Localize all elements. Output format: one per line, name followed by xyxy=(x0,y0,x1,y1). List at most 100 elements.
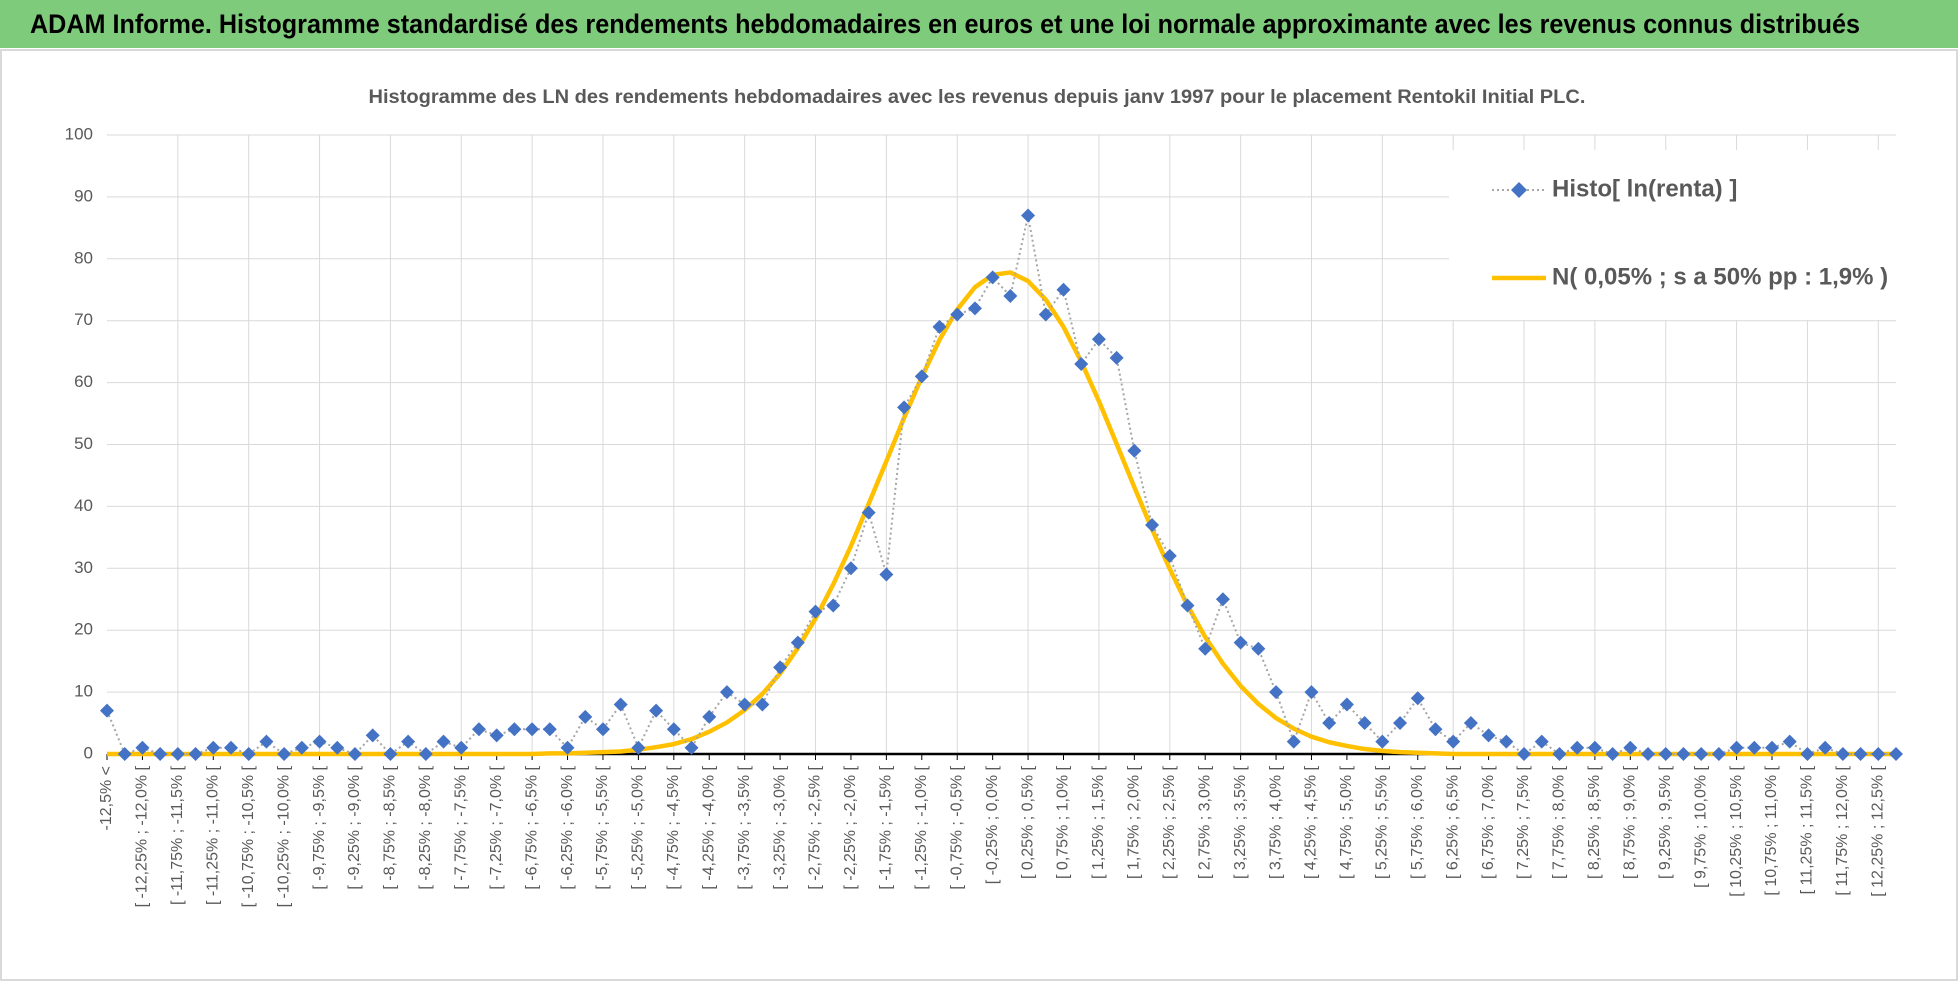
point xyxy=(1269,685,1284,700)
x-tick-label: [ 9,75% ; 10,0% [ xyxy=(1692,765,1709,887)
point xyxy=(1304,685,1319,700)
x-tick-label: [ 2,75% ; 3,0% [ xyxy=(1196,765,1213,879)
point xyxy=(542,722,557,737)
point xyxy=(1091,332,1106,347)
point xyxy=(932,319,947,334)
point xyxy=(1339,697,1354,712)
point xyxy=(135,740,150,755)
point xyxy=(507,722,522,737)
x-tick-label: [ -0,75% ; -0,5% [ xyxy=(948,765,965,889)
point xyxy=(1233,635,1248,650)
x-tick-label: [ -10,75% ; -10,5% [ xyxy=(240,765,257,907)
x-tick-label: [ 1,25% ; 1,5% [ xyxy=(1090,765,1107,879)
point xyxy=(1180,598,1195,613)
point xyxy=(347,747,362,761)
y-tick-label: 50 xyxy=(74,434,93,453)
point xyxy=(826,598,841,613)
point xyxy=(790,635,805,650)
point xyxy=(471,722,486,737)
legend-label: Histo[ ln(renta) ] xyxy=(1552,175,1737,202)
point xyxy=(259,734,274,749)
y-tick-label: 30 xyxy=(74,558,93,577)
point xyxy=(1747,740,1762,755)
x-tick-label: [ -7,75% ; -7,5% [ xyxy=(452,765,469,889)
x-tick-label: [ 0,75% ; 1,0% [ xyxy=(1055,765,1072,879)
x-tick-label: [ -12,25% ; -12,0% [ xyxy=(134,765,151,907)
point xyxy=(1322,716,1337,731)
point xyxy=(1127,443,1142,458)
y-tick-label: 40 xyxy=(74,496,93,515)
point xyxy=(595,722,610,737)
point xyxy=(170,747,185,761)
point xyxy=(1499,734,1514,749)
x-tick-label: [ -4,75% ; -4,5% [ xyxy=(665,765,682,889)
x-tick-label: [ 7,25% ; 7,5% [ xyxy=(1515,765,1532,879)
point xyxy=(1570,740,1585,755)
point xyxy=(1038,307,1053,322)
point xyxy=(365,728,380,743)
y-tick-label: 100 xyxy=(65,124,93,143)
x-tick-label: [ -11,25% ; -11,0% [ xyxy=(204,765,221,905)
point xyxy=(1021,208,1036,223)
y-tick-label: 70 xyxy=(74,310,93,329)
point xyxy=(1375,734,1390,749)
point xyxy=(454,740,469,755)
point xyxy=(1162,548,1177,563)
y-tick-label: 10 xyxy=(74,682,93,701)
point xyxy=(578,709,593,724)
point xyxy=(153,747,168,761)
point xyxy=(1658,747,1673,761)
point xyxy=(1641,747,1656,761)
point xyxy=(631,740,646,755)
x-tick-label: [ 4,25% ; 4,5% [ xyxy=(1303,765,1320,879)
point xyxy=(1552,747,1567,761)
x-tick-label: [ 5,75% ; 6,0% [ xyxy=(1409,765,1426,879)
point xyxy=(330,740,345,755)
point xyxy=(436,734,451,749)
point xyxy=(1676,747,1691,761)
point xyxy=(1251,641,1266,656)
point xyxy=(1198,641,1213,656)
point xyxy=(861,505,876,520)
point xyxy=(1800,747,1815,761)
point xyxy=(223,740,238,755)
point xyxy=(383,747,398,761)
header-bar xyxy=(0,0,1958,48)
x-tick-label: [ -6,25% ; -6,0% [ xyxy=(559,765,576,889)
point xyxy=(1889,747,1903,761)
point xyxy=(1463,716,1478,731)
x-tick-label: [ -3,75% ; -3,5% [ xyxy=(736,765,753,889)
x-tick-label: [ 9,25% ; 9,5% [ xyxy=(1657,765,1674,879)
x-tick-label: [ 2,25% ; 2,5% [ xyxy=(1161,765,1178,879)
x-tick-label: [ -1,25% ; -1,0% [ xyxy=(913,765,930,889)
point xyxy=(1074,357,1089,372)
point xyxy=(719,685,734,700)
point xyxy=(1481,728,1496,743)
x-tick-label: [ -8,75% ; -8,5% [ xyxy=(382,765,399,889)
point xyxy=(206,740,221,755)
point xyxy=(1410,691,1425,706)
legend-label: N( 0,05% ; s a 50% pp : 1,9% ) xyxy=(1552,263,1888,290)
x-tick-label: [ 11,75% ; 12,0% [ xyxy=(1834,765,1851,895)
point xyxy=(1357,716,1372,731)
point xyxy=(1729,740,1744,755)
y-tick-label: 90 xyxy=(74,186,93,205)
page-header: ADAM Informe. Histogramme standardisé de… xyxy=(30,9,1860,39)
y-tick-label: 80 xyxy=(74,248,93,267)
x-tick-label: [ 1,75% ; 2,0% [ xyxy=(1126,765,1143,879)
point xyxy=(401,734,416,749)
y-tick-label: 0 xyxy=(84,743,93,762)
y-tick-label: 60 xyxy=(74,372,93,391)
point xyxy=(1871,747,1886,761)
point xyxy=(755,697,770,712)
point xyxy=(525,722,540,737)
point xyxy=(1393,716,1408,731)
point xyxy=(985,270,1000,285)
point xyxy=(1428,722,1443,737)
x-tick-label: [ 4,75% ; 5,0% [ xyxy=(1338,765,1355,879)
x-tick-label: [ 11,25% ; 11,5% [ xyxy=(1799,765,1816,894)
point xyxy=(1109,350,1124,365)
point xyxy=(1853,747,1868,761)
point xyxy=(1534,734,1549,749)
